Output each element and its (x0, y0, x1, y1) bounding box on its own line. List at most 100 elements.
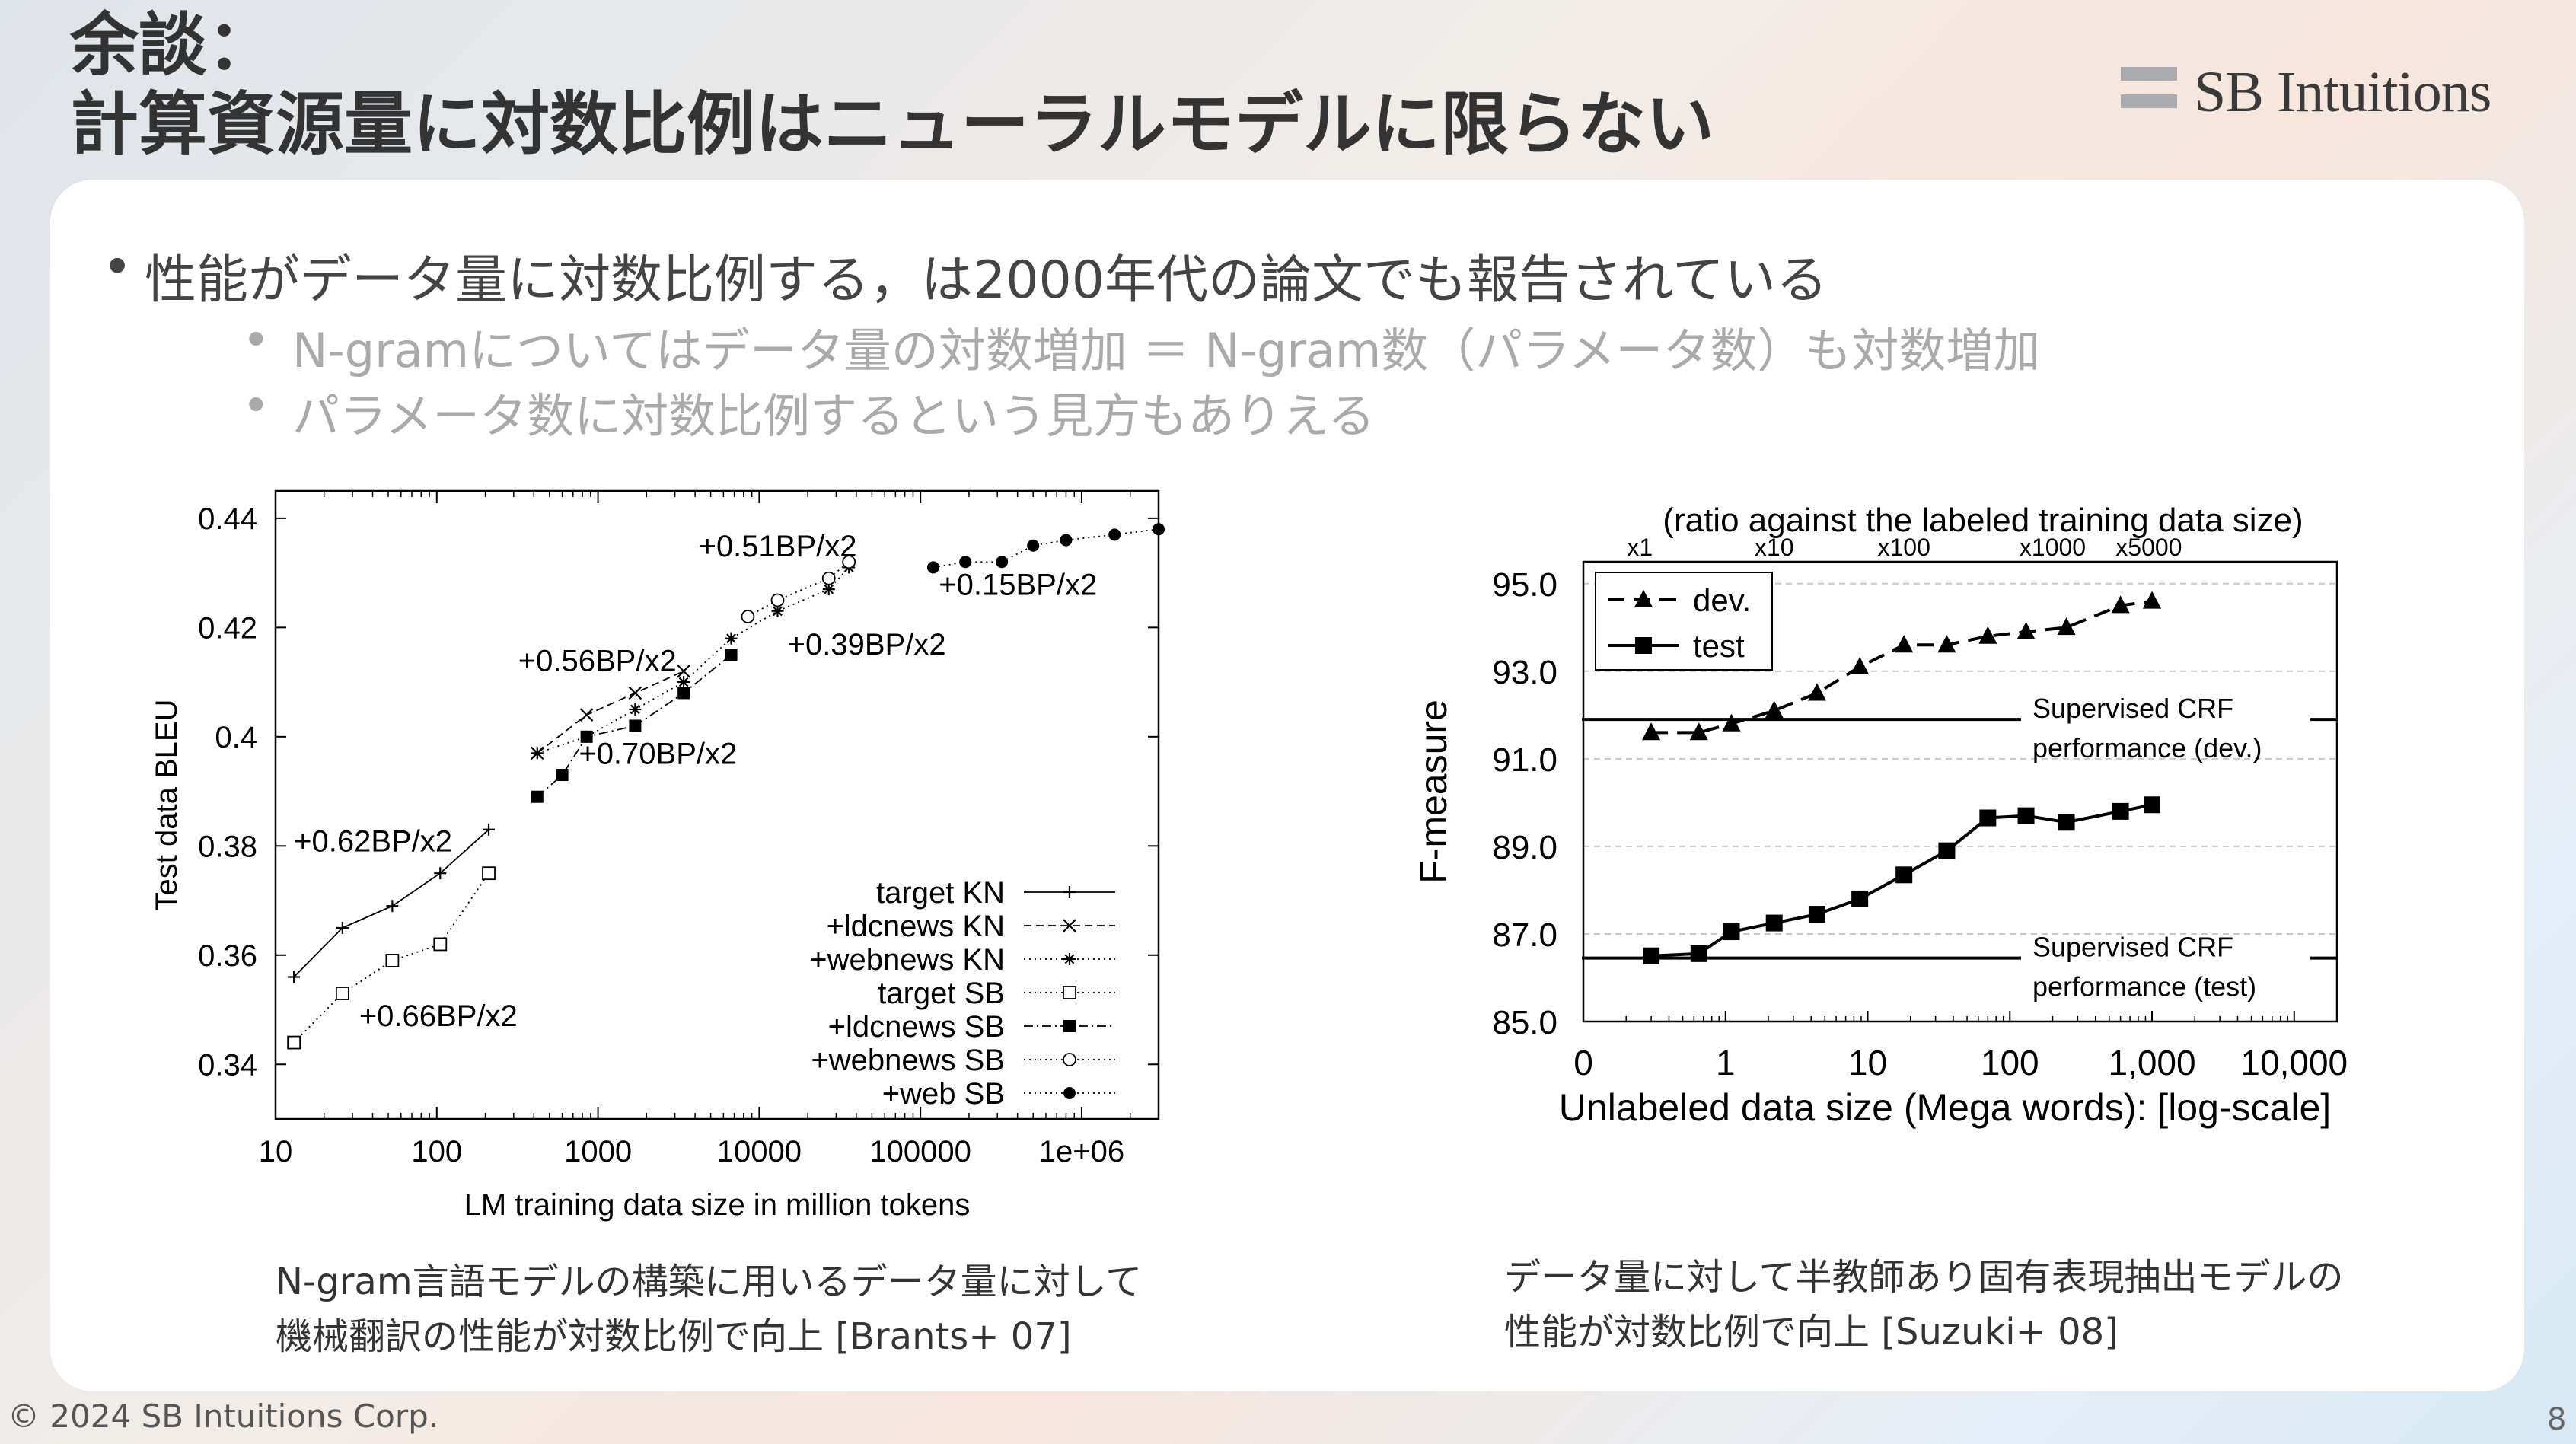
legend-label: test (1693, 628, 1745, 664)
data-point (2058, 814, 2075, 831)
legend-marker-shape (1635, 637, 1652, 654)
legend-label: target KN (876, 876, 1005, 910)
y-tick-label: 0.34 (198, 1048, 257, 1082)
data-point (1642, 722, 1661, 741)
data-point-shape (725, 649, 738, 661)
x-tick-label: 10 (259, 1135, 293, 1168)
x-tick-label: 1e+06 (1039, 1135, 1124, 1168)
data-point (556, 769, 569, 782)
top-ratio-label: x5000 (2115, 534, 2182, 561)
legend-label: +ldcnews KN (826, 910, 1005, 943)
data-point (483, 823, 496, 836)
slide-title: 余談： 計算資源量に対数比例はニューラルモデルに限らない (70, 6, 1714, 164)
data-point (288, 971, 301, 983)
data-point (1807, 683, 1827, 701)
data-point (482, 866, 496, 881)
data-point (580, 730, 593, 743)
caption-left: N-gram言語モデルの構築に用いるデータ量に対して 機械翻訳の性能が対数比例で… (276, 1254, 1142, 1364)
data-point-shape (433, 937, 448, 952)
legend-label: +webnews SB (811, 1044, 1005, 1077)
y-tick-label: 0.44 (198, 502, 257, 536)
data-point-shape (996, 556, 1009, 569)
data-point (725, 632, 738, 645)
data-point-shape (1979, 809, 1997, 827)
data-point (1060, 534, 1073, 547)
data-point (386, 900, 399, 913)
legend-marker-shape (1063, 1087, 1076, 1099)
data-point (1722, 713, 1741, 732)
legend-marker-shape (1063, 986, 1076, 999)
data-point-shape (770, 593, 785, 607)
legend-marker (1635, 637, 1652, 654)
x-axis-label: Unlabeled data size (Mega words): [log-s… (1559, 1086, 2331, 1129)
legend-marker (1063, 1087, 1076, 1099)
copyright: © 2024 SB Intuitions Corp. (8, 1398, 439, 1435)
data-point-shape (1642, 722, 1661, 741)
data-point (926, 561, 939, 574)
legend-label: +webnews KN (809, 943, 1005, 977)
x-tick-label: 10 (1848, 1043, 1887, 1082)
legend-marker-shape (1063, 1020, 1076, 1032)
legend-box (1595, 572, 1773, 671)
data-point-shape (1851, 656, 1870, 674)
data-point-shape (2057, 617, 2076, 636)
caption-left-line-1: N-gram言語モデルの構築に用いるデータ量に対して (276, 1261, 1143, 1303)
data-point (1979, 809, 1997, 827)
data-point-shape (385, 954, 400, 967)
data-point (996, 556, 1009, 569)
data-point-shape (580, 730, 593, 743)
y-tick-label: 89.0 (1492, 829, 1557, 866)
data-point (2111, 595, 2130, 614)
slope-annotation: +0.15BP/x2 (939, 568, 1097, 601)
reference-label: Supervised CRF (2032, 932, 2233, 963)
data-point-shape (335, 987, 349, 1000)
top-ratio-label: x100 (1877, 534, 1930, 561)
x-tick-label: 1000 (564, 1135, 632, 1168)
data-point (2112, 802, 2129, 820)
slope-annotation: +0.70BP/x2 (579, 738, 737, 771)
data-point (2057, 617, 2076, 636)
data-point-shape (1689, 722, 1708, 741)
y-tick-label: 0.36 (198, 939, 257, 973)
data-point (579, 708, 594, 722)
caption-left-line-2: 機械翻訳の性能が対数比例で向上 [Brants+ 07] (276, 1315, 1072, 1358)
data-point-b (726, 633, 736, 644)
y-tick-label: 0.4 (215, 721, 257, 754)
data-point-b (677, 664, 690, 678)
data-point (336, 921, 349, 934)
reference-label: performance (dev.) (2032, 732, 2262, 763)
x-tick-label: 10000 (717, 1135, 802, 1168)
y-tick-label: 95.0 (1492, 566, 1557, 604)
data-point-shape (1978, 626, 1997, 644)
x-tick-label: 1,000 (2108, 1043, 2195, 1082)
data-point (1765, 700, 1784, 719)
top-ratio-label: x1000 (2020, 534, 2086, 561)
slope-annotation: +0.39BP/x2 (788, 628, 946, 661)
data-point (628, 686, 642, 700)
data-point (725, 649, 738, 661)
data-point (842, 555, 856, 569)
data-point (287, 1035, 301, 1050)
bleu-chart: 0.34 0.36 0.38 0.4 0.42 0.44 10 100 1000 10000 100… (150, 489, 1165, 1222)
data-point-shape (1060, 534, 1073, 547)
title-line-2: 計算資源量に対数比例はニューラルモデルに限らない (70, 84, 1714, 164)
data-point (1808, 906, 1825, 923)
data-point (771, 604, 784, 617)
data-point-shape (1765, 700, 1784, 719)
series-line-1 (537, 670, 684, 754)
data-point (433, 937, 448, 952)
data-point (1895, 866, 1913, 884)
data-point (741, 610, 755, 623)
legend-label: dev. (1693, 582, 1751, 618)
slope-annotation: +0.56BP/x2 (518, 645, 677, 678)
y-tick-label: 93.0 (1492, 654, 1557, 691)
data-point-shape (1808, 906, 1825, 923)
data-point-shape (821, 571, 836, 585)
data-point-shape (1643, 947, 1660, 964)
data-point-b (532, 748, 543, 758)
data-point (335, 987, 349, 1000)
legend-marker-shape (1634, 589, 1653, 607)
data-point-shape (556, 769, 569, 782)
data-point-shape (1895, 635, 1914, 653)
legend-marker-b (1063, 919, 1076, 932)
